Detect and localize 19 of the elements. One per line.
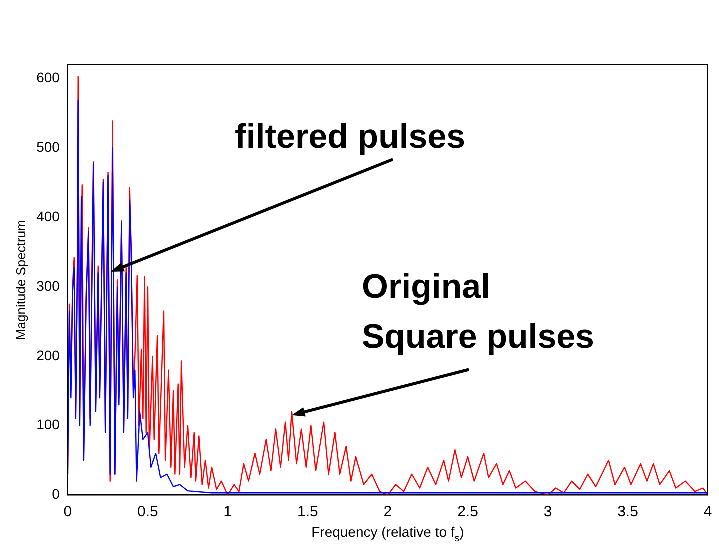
x-tick-label: 3 (544, 503, 552, 520)
y-tick-label: 500 (36, 139, 60, 156)
y-tick-label: 200 (36, 347, 60, 364)
x-tick-label: 2 (384, 503, 392, 520)
x-tick-label: 3.5 (618, 503, 638, 520)
y-tick-label: 600 (36, 70, 60, 86)
x-tick-label: 4 (704, 503, 712, 520)
y-axis-title: Magnitude Spectrum (13, 220, 28, 340)
x-tick-label: 0.5 (138, 503, 158, 520)
x-tick-label: 2.5 (458, 503, 478, 520)
x-tick-label: 0 (64, 503, 72, 520)
y-tick-label: 300 (36, 278, 60, 294)
y-tick-label: 0 (52, 486, 60, 502)
x-tick-label: 1 (224, 503, 232, 520)
annotation: Original Square pulses (362, 268, 594, 356)
y-tick-label: 100 (36, 416, 60, 433)
annotation: filtered pulses (235, 118, 466, 156)
x-tick-label: 1.5 (298, 503, 318, 520)
y-tick-label: 400 (36, 208, 60, 225)
